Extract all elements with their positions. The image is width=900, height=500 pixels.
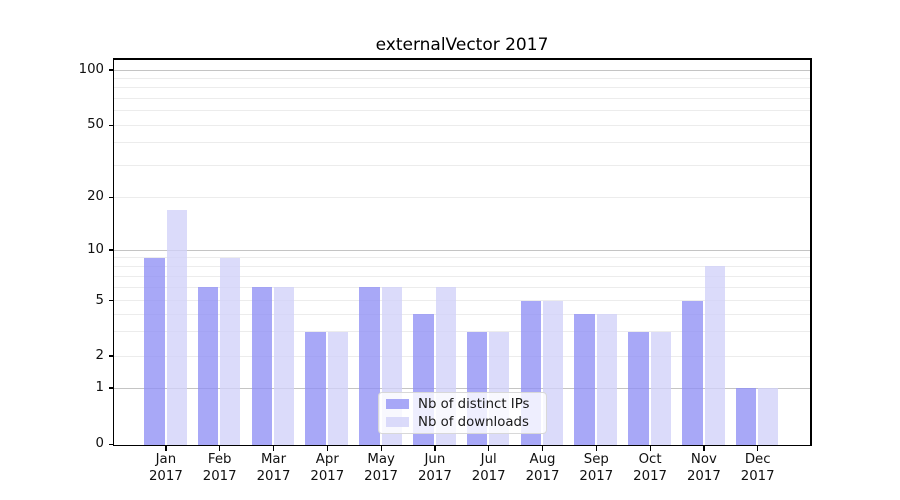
y-tick-label-1: 1 — [95, 380, 104, 395]
y-tick-mark-1 — [108, 387, 114, 389]
x-tick-mark-apr — [326, 446, 328, 451]
bar-nb-of-downloads-nov — [704, 266, 725, 445]
gridline-major-10 — [113, 249, 811, 251]
bar-nb-of-downloads-oct — [650, 331, 671, 445]
axis-spine-top — [112, 58, 812, 60]
y-tick-mark-100 — [108, 69, 114, 71]
bar-nb-of-distinct-ips-oct — [628, 331, 649, 445]
bar-nb-of-distinct-ips-feb — [197, 287, 219, 445]
x-tick-label-jul: Jul 2017 — [471, 452, 506, 484]
legend-item-distinct-ips: Nb of distinct IPs — [386, 396, 546, 412]
axis-spine-right — [810, 58, 812, 447]
gridline-minor-70 — [113, 98, 811, 99]
x-tick-label-oct: Oct 2017 — [633, 452, 668, 484]
x-tick-mark-jan — [165, 446, 167, 451]
x-tick-mark-mar — [272, 446, 275, 451]
y-tick-mark-20 — [108, 196, 114, 198]
legend: Nb of distinct IPs Nb of downloads — [378, 392, 547, 434]
gridline-minor-40 — [113, 142, 811, 144]
y-tick-mark-50 — [108, 124, 114, 126]
y-tick-label-0: 0 — [95, 436, 104, 452]
axis-spine-bottom — [112, 444, 812, 447]
bar-nb-of-downloads-apr — [328, 331, 348, 445]
gridline-minor-7 — [113, 275, 811, 277]
bar-nb-of-distinct-ips-mar — [251, 287, 273, 445]
gridline-minor-6 — [113, 286, 811, 288]
x-tick-label-aug: Aug 2017 — [525, 452, 560, 484]
bar-nb-of-downloads-mar — [274, 287, 295, 445]
bar-nb-of-distinct-ips-apr — [305, 331, 326, 445]
gridline-minor-60 — [113, 110, 811, 112]
gridline-major-1 — [113, 387, 811, 389]
legend-label-downloads: Nb of downloads — [418, 414, 529, 430]
gridline-minor-2 — [113, 355, 811, 357]
y-tick-label-50: 50 — [87, 117, 104, 133]
y-tick-label-100: 100 — [78, 62, 104, 77]
x-tick-label-sep: Sep 2017 — [579, 452, 614, 484]
y-tick-mark-10 — [108, 249, 114, 251]
bar-nb-of-distinct-ips-dec — [735, 388, 757, 445]
x-tick-mark-oct — [649, 446, 651, 451]
gridline-minor-50 — [113, 124, 811, 126]
legend-swatch-downloads — [386, 417, 409, 427]
x-tick-mark-may — [380, 446, 382, 451]
y-tick-mark-2 — [108, 355, 114, 357]
x-tick-label-may: May 2017 — [364, 452, 399, 484]
bar-nb-of-distinct-ips-nov — [681, 300, 703, 445]
bar-nb-of-downloads-aug — [543, 300, 564, 445]
bar-nb-of-distinct-ips-jan — [143, 257, 165, 445]
chart-title: externalVector 2017 — [375, 35, 549, 55]
x-tick-mark-dec — [757, 446, 759, 451]
x-tick-mark-nov — [703, 446, 705, 451]
bar-nb-of-distinct-ips-may — [359, 287, 380, 445]
x-tick-mark-jul — [488, 446, 490, 451]
y-tick-mark-0 — [108, 443, 114, 445]
gridline-minor-9 — [113, 257, 811, 259]
gridline-minor-4 — [113, 313, 811, 315]
gridline-minor-30 — [113, 164, 811, 166]
x-tick-mark-feb — [219, 446, 221, 451]
x-tick-mark-jun — [434, 446, 436, 451]
bar-nb-of-downloads-feb — [220, 257, 241, 445]
x-tick-label-feb: Feb 2017 — [202, 452, 237, 484]
x-tick-label-dec: Dec 2017 — [740, 452, 775, 484]
y-tick-mark-5 — [108, 300, 114, 302]
x-tick-label-mar: Mar 2017 — [256, 452, 291, 484]
y-tick-label-5: 5 — [95, 292, 104, 308]
gridline-minor-20 — [113, 196, 811, 198]
x-tick-mark-sep — [595, 446, 597, 451]
legend-swatch-distinct-ips — [386, 399, 409, 409]
gridline-major-100 — [113, 69, 811, 71]
y-tick-label-2: 2 — [95, 348, 104, 363]
gridline-minor-5 — [113, 300, 811, 302]
x-tick-label-apr: Apr 2017 — [310, 452, 345, 484]
x-tick-label-jun: Jun 2017 — [417, 452, 452, 484]
gridline-minor-3 — [113, 331, 811, 332]
gridline-minor-8 — [113, 265, 811, 267]
bar-nb-of-distinct-ips-sep — [574, 314, 595, 445]
gridline-minor-90 — [113, 77, 811, 79]
bar-nb-of-downloads-dec — [758, 388, 779, 445]
y-tick-label-10: 10 — [87, 242, 104, 257]
legend-label-distinct-ips: Nb of distinct IPs — [418, 396, 530, 412]
bar-nb-of-downloads-sep — [597, 314, 617, 445]
axis-spine-left — [112, 58, 115, 447]
y-tick-label-20: 20 — [87, 189, 104, 205]
x-tick-label-nov: Nov 2017 — [686, 452, 721, 484]
bar-nb-of-downloads-jan — [166, 209, 187, 445]
gridline-minor-80 — [113, 87, 811, 89]
x-tick-label-jan: Jan 2017 — [148, 452, 183, 484]
legend-item-downloads: Nb of downloads — [386, 414, 546, 430]
x-tick-mark-aug — [541, 446, 544, 451]
